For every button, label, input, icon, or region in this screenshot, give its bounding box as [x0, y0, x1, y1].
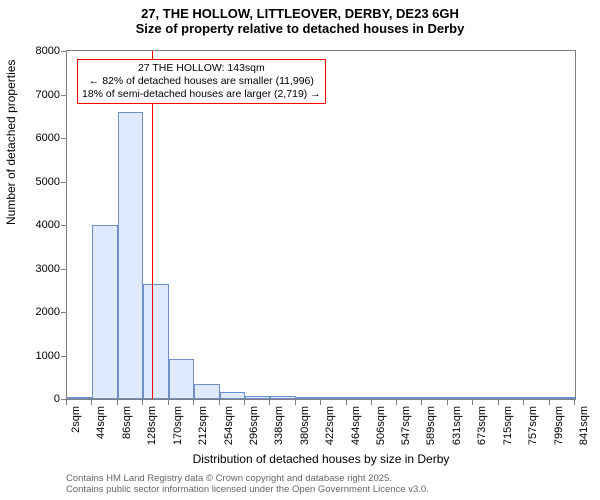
x-tick-label: 2sqm	[70, 406, 82, 433]
histogram-bar	[422, 397, 447, 399]
x-tick-mark	[66, 400, 67, 405]
y-tick-label: 5000	[36, 176, 60, 188]
histogram-bar	[448, 397, 473, 399]
histogram-bar	[194, 384, 219, 399]
x-tick-label: 338sqm	[273, 406, 285, 445]
x-tick-mark	[549, 400, 550, 405]
histogram-bar	[67, 397, 92, 399]
annotation-box: 27 THE HOLLOW: 143sqm ← 82% of detached …	[77, 59, 326, 104]
x-tick-mark	[371, 400, 372, 405]
plot-area: 27 THE HOLLOW: 143sqm ← 82% of detached …	[66, 50, 576, 400]
x-tick-mark	[244, 400, 245, 405]
histogram-bar	[524, 397, 549, 399]
x-tick-label: 422sqm	[324, 406, 336, 445]
x-tick-mark	[168, 400, 169, 405]
histogram-bar	[473, 397, 498, 399]
y-tick-label: 7000	[36, 89, 60, 101]
y-tick-label: 4000	[36, 219, 60, 231]
x-tick-mark	[447, 400, 448, 405]
x-tick-mark	[396, 400, 397, 405]
histogram-bar	[245, 396, 270, 399]
x-axis-label: Distribution of detached houses by size …	[66, 452, 576, 466]
x-tick-mark	[142, 400, 143, 405]
y-tick-label: 2000	[36, 306, 60, 318]
x-tick-mark	[498, 400, 499, 405]
footer: Contains HM Land Registry data © Crown c…	[66, 474, 429, 496]
x-tick-label: 757sqm	[527, 406, 539, 445]
x-tick-mark	[320, 400, 321, 405]
x-tick-label: 212sqm	[197, 406, 209, 445]
x-tick-label: 841sqm	[578, 406, 590, 445]
x-tick-label: 506sqm	[375, 406, 387, 445]
histogram-bar	[372, 397, 397, 399]
x-tick-mark	[523, 400, 524, 405]
x-tick-mark	[193, 400, 194, 405]
histogram-bar	[220, 392, 245, 399]
y-tick-label: 6000	[36, 132, 60, 144]
annotation-line3: 18% of semi-detached houses are larger (…	[82, 88, 321, 101]
histogram-bar	[499, 397, 524, 399]
x-tick-mark	[91, 400, 92, 405]
histogram-bar	[321, 397, 346, 399]
chart-container: 27, THE HOLLOW, LITTLEOVER, DERBY, DE23 …	[0, 0, 600, 500]
y-tick-label: 0	[54, 393, 60, 405]
y-tick-label: 1000	[36, 350, 60, 362]
x-tick-mark	[219, 400, 220, 405]
x-tick-label: 464sqm	[350, 406, 362, 445]
y-tick-label: 3000	[36, 263, 60, 275]
x-tick-label: 254sqm	[223, 406, 235, 445]
title-block: 27, THE HOLLOW, LITTLEOVER, DERBY, DE23 …	[0, 0, 600, 36]
x-tick-mark	[346, 400, 347, 405]
x-tick-label: 44sqm	[95, 406, 107, 439]
x-tick-label: 715sqm	[502, 406, 514, 445]
histogram-bar	[143, 284, 168, 399]
annotation-line2: ← 82% of detached houses are smaller (11…	[82, 75, 321, 88]
x-tick-mark	[574, 400, 575, 405]
x-tick-mark	[269, 400, 270, 405]
x-tick-label: 631sqm	[451, 406, 463, 445]
x-tick-label: 380sqm	[299, 406, 311, 445]
x-tick-mark	[421, 400, 422, 405]
title-line1: 27, THE HOLLOW, LITTLEOVER, DERBY, DE23 …	[0, 6, 600, 21]
x-tick-label: 86sqm	[121, 406, 133, 439]
y-tick-label: 8000	[36, 45, 60, 57]
y-axis: 010002000300040005000600070008000	[0, 50, 66, 400]
footer-line2: Contains public sector information licen…	[66, 485, 429, 496]
histogram-bar	[169, 359, 194, 399]
histogram-bar	[397, 397, 422, 399]
histogram-bar	[270, 396, 295, 399]
x-tick-label: 589sqm	[425, 406, 437, 445]
histogram-bar	[550, 397, 575, 399]
x-tick-label: 128sqm	[146, 406, 158, 445]
x-tick-label: 170sqm	[172, 406, 184, 445]
x-tick-mark	[295, 400, 296, 405]
histogram-bar	[118, 112, 143, 399]
x-tick-label: 547sqm	[400, 406, 412, 445]
x-tick-mark	[117, 400, 118, 405]
x-tick-mark	[472, 400, 473, 405]
annotation-line1: 27 THE HOLLOW: 143sqm	[82, 62, 321, 75]
x-tick-label: 799sqm	[553, 406, 565, 445]
histogram-bar	[347, 397, 372, 399]
x-tick-label: 673sqm	[476, 406, 488, 445]
histogram-bar	[92, 225, 117, 399]
histogram-bar	[296, 397, 321, 399]
title-line2: Size of property relative to detached ho…	[0, 21, 600, 36]
x-axis: 2sqm 44sqm 86sqm 128sqm 170sqm 212sqm 254sqm 29…	[66, 400, 576, 460]
x-tick-label: 296sqm	[248, 406, 260, 445]
